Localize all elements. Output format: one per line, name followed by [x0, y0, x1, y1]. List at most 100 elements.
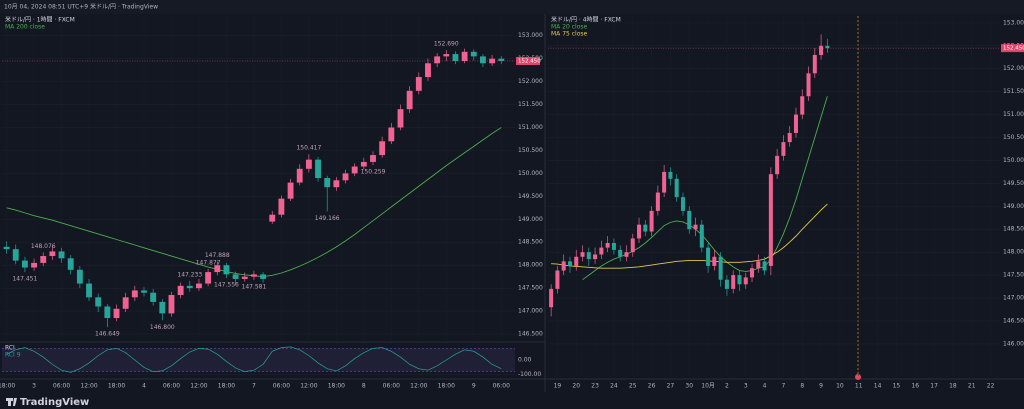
candle-body	[315, 159, 321, 178]
candle-body	[425, 63, 431, 78]
price-annotation: 149.166	[315, 215, 340, 222]
candle-body	[104, 306, 111, 318]
candle-body	[706, 247, 711, 266]
candle-body	[724, 279, 729, 289]
price-annotation: 147.877	[196, 259, 221, 266]
x-tick-label: 10	[836, 383, 844, 390]
candle-body	[775, 155, 780, 175]
x-tick-label: 15	[893, 383, 901, 390]
x-tick-label: 12:00	[190, 383, 207, 390]
candle-body	[360, 161, 367, 167]
event-icon	[855, 374, 861, 380]
x-tick-label: 9	[472, 383, 476, 390]
indicator-line	[6, 346, 502, 373]
x-tick-label: 06:00	[53, 383, 70, 390]
candle-body	[415, 77, 422, 91]
candle-body	[287, 182, 294, 199]
x-tick-label: 3	[32, 383, 36, 390]
legend-title: 米ドル/円 · 1時間 · FXCM	[5, 16, 75, 24]
candle-body	[555, 270, 560, 289]
y-tick-label: -100.00	[518, 371, 541, 378]
x-tick-label: 11	[855, 383, 863, 390]
y-tick-label: 151.000	[518, 124, 543, 131]
x-tick-label: 10月	[701, 383, 715, 390]
x-tick-label: 3	[744, 383, 748, 390]
y-tick-label: 151.500	[518, 101, 543, 108]
candle-body	[687, 210, 692, 230]
candle-body	[743, 277, 748, 285]
price-annotation: 147.233	[177, 271, 202, 278]
candle-body	[611, 243, 616, 250]
price-tag: 152.450	[518, 58, 541, 64]
candle-body	[76, 269, 83, 284]
candle-body	[825, 45, 830, 49]
candle-body	[668, 171, 673, 179]
y-tick-label: 148.500	[518, 239, 543, 246]
x-tick-label: 7	[782, 383, 786, 390]
candle-body	[567, 261, 572, 266]
candle-body	[630, 238, 635, 253]
x-tick-label: 18:00	[0, 383, 15, 390]
candle-body	[806, 73, 811, 97]
y-tick-label: 150.500	[1003, 134, 1024, 141]
level-band	[2, 348, 515, 372]
moving-average	[582, 96, 828, 281]
candle-body	[762, 261, 767, 271]
candle-body	[793, 114, 798, 133]
x-tick-label: 9	[819, 383, 823, 390]
y-tick-label: 147.000	[518, 308, 543, 315]
y-tick-label: 149.500	[518, 193, 543, 200]
x-tick-label: 16	[911, 383, 919, 390]
candle-body	[351, 166, 358, 174]
y-tick-label: 153.000	[1003, 19, 1024, 26]
candle-body	[250, 274, 257, 277]
y-tick-label: 151.000	[1003, 111, 1024, 118]
candle-body	[498, 58, 505, 61]
y-tick-label: 148.500	[1003, 226, 1024, 233]
candle-body	[452, 54, 459, 61]
x-tick-label: 06:00	[163, 383, 180, 390]
y-tick-label: 149.000	[1003, 203, 1024, 210]
y-tick-label: 152.000	[518, 78, 543, 85]
candle-body	[756, 261, 761, 269]
x-tick-label: 20	[572, 383, 580, 390]
candle-body	[643, 224, 648, 232]
candle-body	[40, 256, 47, 263]
legend-entry: RCI 9	[5, 352, 21, 359]
x-tick-label: 21	[968, 383, 976, 390]
candle-body	[655, 192, 660, 211]
legend-entry: MA 75 close	[551, 31, 587, 38]
candle-body	[434, 56, 441, 64]
candle-body	[768, 174, 773, 266]
price-annotation: 150.259	[361, 169, 386, 176]
x-tick-label: 18:00	[218, 383, 235, 390]
x-tick-label: 06:00	[383, 383, 400, 390]
price-annotation: 150.417	[296, 145, 321, 152]
y-tick-label: 150.000	[518, 170, 543, 177]
candle-body	[443, 54, 450, 57]
candle-body	[781, 142, 786, 156]
candle-body	[342, 173, 349, 181]
x-tick-label: 24	[610, 383, 618, 390]
y-tick-label: 147.000	[1003, 295, 1024, 302]
candle-body	[580, 252, 585, 257]
y-tick-label: 153.000	[518, 32, 543, 39]
header-bar	[0, 0, 1024, 14]
candle-body	[67, 258, 74, 270]
price-annotation: 152.690	[434, 40, 459, 47]
candle-body	[379, 141, 386, 156]
candle-body	[712, 256, 717, 266]
y-tick-label: 149.000	[518, 216, 543, 223]
candle-body	[196, 283, 202, 289]
footer-bar	[0, 393, 1024, 409]
x-tick-label: 06:00	[273, 383, 290, 390]
candle-body	[737, 275, 742, 285]
candle-body	[333, 180, 340, 188]
price-tag-box	[516, 56, 540, 65]
candle-body	[3, 246, 10, 250]
candle-body	[812, 54, 817, 74]
y-tick-label: 150.000	[1003, 157, 1024, 164]
x-tick-label: 2	[725, 383, 729, 390]
x-tick-label: 22	[987, 383, 995, 390]
